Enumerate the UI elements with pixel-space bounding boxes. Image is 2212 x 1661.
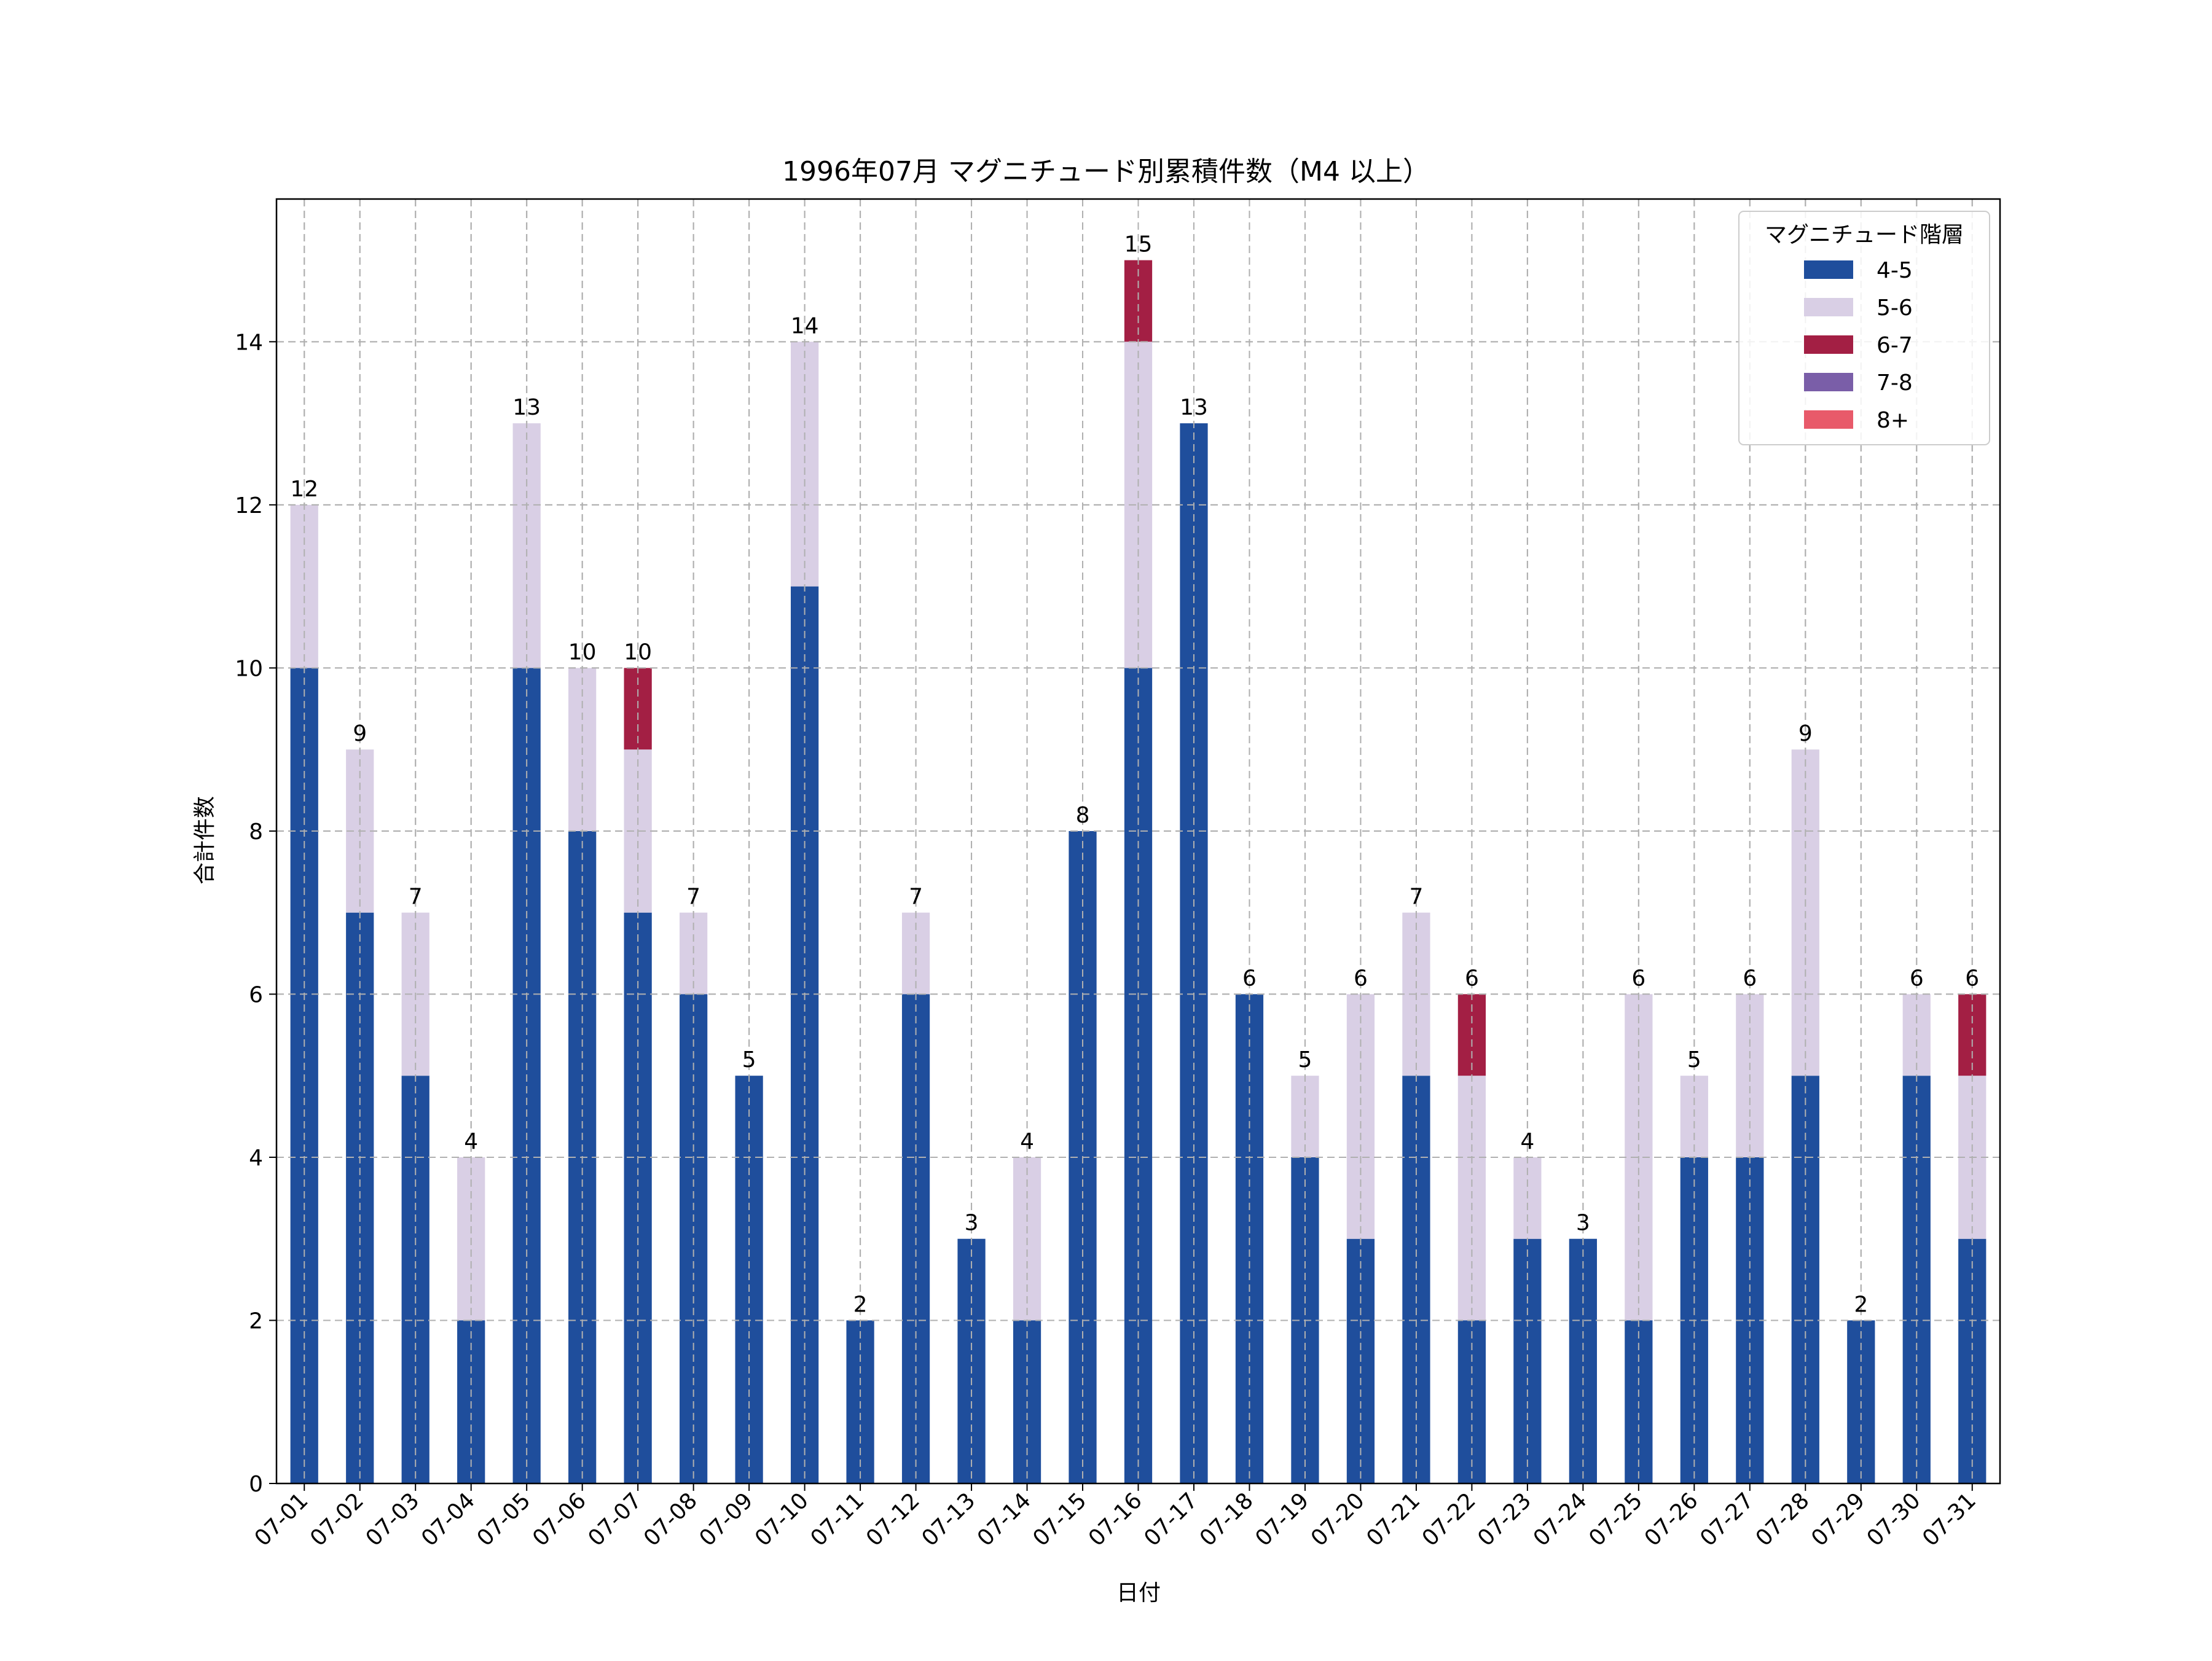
- bar-total-label: 4: [1520, 1129, 1534, 1154]
- x-tick-label: 07-27: [1695, 1488, 1759, 1551]
- bar-total-label: 5: [742, 1047, 756, 1073]
- x-axis: 07-0107-0207-0307-0407-0507-0607-0707-08…: [250, 1483, 1981, 1551]
- bar-total-label: 3: [965, 1211, 979, 1236]
- bar-total-label: 9: [353, 721, 367, 746]
- x-axis-label: 日付: [1116, 1581, 1161, 1606]
- chart-title: 1996年07月 マグニチュード別累積件数（M4 以上）: [782, 156, 1430, 187]
- legend-title: マグニチュード階層: [1765, 222, 1964, 248]
- bar-total-label: 12: [290, 477, 318, 502]
- bar-total-label: 10: [624, 639, 652, 665]
- bar-total-label: 7: [409, 885, 423, 910]
- bar-total-label: 7: [686, 885, 700, 910]
- bar-total-label: 4: [1020, 1129, 1034, 1154]
- bar-total-label: 13: [512, 395, 541, 420]
- y-axis: 0 2 4 6 8 10 12 14: [235, 330, 276, 1497]
- y-tick-label: 12: [235, 493, 263, 518]
- bar-total-label: 13: [1180, 395, 1208, 420]
- legend-swatch: [1804, 373, 1853, 391]
- bar-total-label: 4: [464, 1129, 478, 1154]
- legend-label: 7-8: [1877, 370, 1913, 396]
- x-tick-label: 07-05: [473, 1488, 536, 1551]
- bar-total-label: 8: [1076, 803, 1090, 828]
- x-tick-label: 07-12: [861, 1488, 925, 1551]
- bar-total-label: 7: [909, 885, 923, 910]
- x-tick-label: 07-23: [1473, 1488, 1536, 1551]
- bar-total-label: 6: [1631, 966, 1645, 991]
- data-labels: 12 9 7 4 13 10 10 7 5 14 2 7 3 4 8 15 13 6 5 6 7 6 4 3 6 5 6 9 2 6 6: [290, 232, 1979, 1318]
- bar-total-label: 5: [1687, 1047, 1701, 1073]
- bar-total-label: 6: [1743, 966, 1757, 991]
- legend-items: 4-5 5-6 6-7 7-8 8+: [1804, 258, 1913, 433]
- legend: マグニチュード階層 4-5 5-6 6-7 7-8 8+: [1738, 211, 1990, 445]
- legend-label: 8+: [1877, 408, 1909, 433]
- x-tick-label: 07-24: [1529, 1488, 1592, 1551]
- bar-total-label: 6: [1965, 966, 1979, 991]
- y-tick-label: 2: [249, 1308, 263, 1334]
- bar-segment: [512, 423, 541, 668]
- x-tick-label: 07-04: [417, 1488, 480, 1551]
- grid-overlay: [276, 199, 2000, 1483]
- legend-box: [1738, 211, 1990, 445]
- x-tick-label: 07-22: [1418, 1488, 1481, 1551]
- bar-total-label: 6: [1354, 966, 1368, 991]
- x-tick-label: 07-13: [917, 1488, 980, 1551]
- x-tick-label: 07-28: [1751, 1488, 1814, 1551]
- bar-total-label: 2: [853, 1292, 868, 1317]
- y-tick-label: 6: [249, 982, 263, 1007]
- x-tick-label: 07-16: [1084, 1488, 1147, 1551]
- x-tick-label: 07-29: [1806, 1488, 1870, 1551]
- x-tick-label: 07-15: [1028, 1488, 1091, 1551]
- y-tick-label: 10: [235, 656, 263, 681]
- bar-total-label: 3: [1576, 1211, 1590, 1236]
- x-tick-label: 07-17: [1139, 1488, 1202, 1551]
- x-tick-label: 07-18: [1195, 1488, 1258, 1551]
- legend-swatch: [1804, 410, 1853, 429]
- x-tick-label: 07-26: [1640, 1488, 1703, 1551]
- x-tick-label: 07-02: [305, 1488, 369, 1551]
- y-tick-label: 0: [249, 1472, 263, 1497]
- x-tick-label: 07-01: [250, 1488, 313, 1551]
- legend-label: 6-7: [1877, 333, 1913, 358]
- legend-swatch: [1804, 335, 1853, 354]
- legend-label: 4-5: [1877, 258, 1913, 283]
- legend-label: 5-6: [1877, 295, 1913, 321]
- x-tick-label: 07-10: [750, 1488, 814, 1551]
- bar-total-label: 6: [1242, 966, 1257, 991]
- bar-segment: [790, 342, 819, 587]
- x-tick-label: 07-06: [528, 1488, 591, 1551]
- x-tick-label: 07-09: [695, 1488, 758, 1551]
- bar-total-label: 10: [568, 639, 597, 665]
- x-tick-label: 07-14: [973, 1488, 1036, 1551]
- bar-total-label: 6: [1910, 966, 1924, 991]
- x-tick-label: 07-03: [361, 1488, 425, 1551]
- bar-total-label: 15: [1124, 232, 1153, 257]
- bar-total-label: 9: [1798, 721, 1813, 746]
- y-tick-label: 8: [249, 819, 263, 845]
- legend-swatch: [1804, 298, 1853, 316]
- x-tick-label: 07-07: [584, 1488, 647, 1551]
- legend-swatch: [1804, 260, 1853, 279]
- bar-total-label: 2: [1854, 1292, 1868, 1317]
- bar-total-label: 5: [1298, 1047, 1312, 1073]
- x-tick-label: 07-20: [1306, 1488, 1370, 1551]
- bar-total-label: 7: [1409, 885, 1423, 910]
- x-tick-label: 07-11: [806, 1488, 869, 1551]
- x-tick-label: 07-08: [639, 1488, 702, 1551]
- x-tick-label: 07-30: [1862, 1488, 1926, 1551]
- y-tick-label: 14: [235, 330, 263, 355]
- x-tick-label: 07-21: [1362, 1488, 1425, 1551]
- x-tick-label: 07-25: [1584, 1488, 1647, 1551]
- y-tick-label: 4: [249, 1146, 263, 1171]
- x-tick-label: 07-19: [1250, 1488, 1314, 1551]
- bar-total-label: 6: [1465, 966, 1479, 991]
- y-axis-label: 合計件数: [192, 796, 218, 885]
- bar-total-label: 14: [791, 313, 819, 338]
- x-tick-label: 07-31: [1918, 1488, 1981, 1551]
